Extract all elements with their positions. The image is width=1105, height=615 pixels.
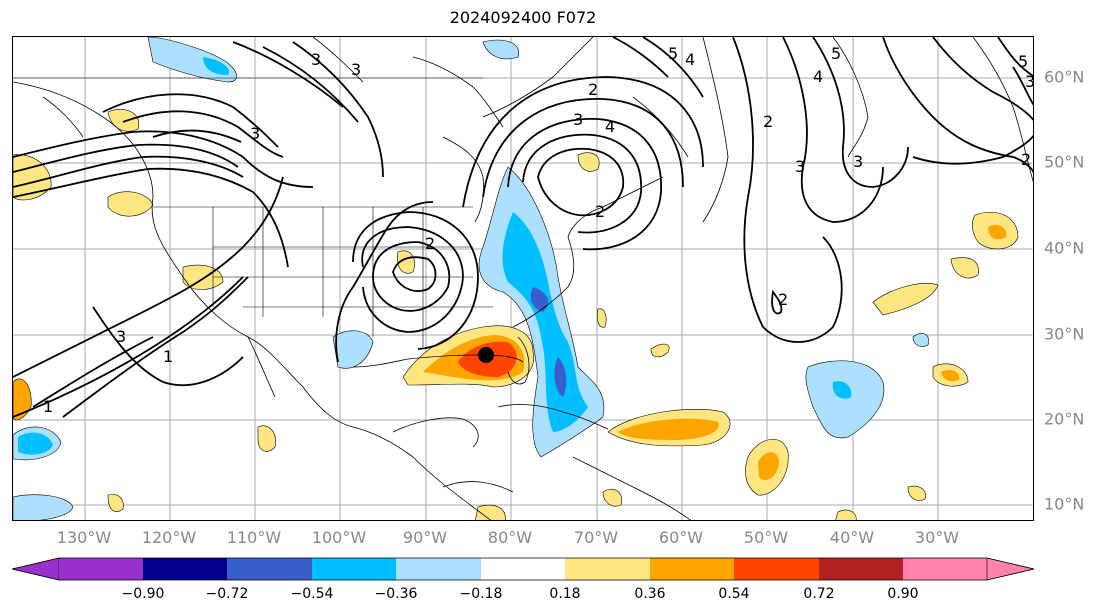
lon-tick-label: 100°W (311, 528, 367, 547)
contour-label: 3 (311, 50, 321, 69)
colorbar-segment (143, 558, 227, 580)
lon-tick-label: 50°W (743, 528, 789, 547)
colorbar-segment (986, 557, 1035, 581)
lon-tick-label: 40°W (829, 528, 875, 547)
colorbar-tick-label: −0.90 (121, 586, 165, 602)
lon-tick-label: 130°W (56, 528, 112, 547)
contour-label: 2 (778, 290, 788, 309)
colorbar-segment (565, 558, 650, 580)
contour-label: 5 (668, 44, 678, 63)
contour-label: 1 (163, 347, 173, 366)
contour-label: 5 (831, 44, 841, 63)
shaded-anomalies (13, 37, 1019, 520)
map-panel: 3 3 3 3 2 4 5 5 4 3 2 2 1 1 3 2 3 2 3 2 … (12, 36, 1034, 521)
lon-tick-label: 70°W (573, 528, 619, 547)
contour-label: 2 (763, 112, 773, 131)
contour-label: 3 (1025, 72, 1034, 91)
storm-center-marker (478, 347, 494, 363)
contour-label-group: 3 3 3 3 2 4 5 5 4 3 2 2 1 1 3 2 3 2 3 2 … (43, 44, 1034, 416)
colorbar-segment (312, 558, 396, 580)
contour-label: 4 (813, 67, 823, 86)
lat-tick-label: 10°N (1044, 494, 1085, 514)
colorbar-tick-label: 0.54 (718, 586, 750, 602)
colorbar-segment (481, 558, 565, 580)
contour-label: 2 (595, 202, 605, 221)
colorbar-segment (903, 558, 987, 580)
colorbar-segment (11, 557, 60, 581)
contour-label: 2 (425, 234, 435, 253)
contour-label: 3 (351, 60, 361, 79)
colorbar-segment (59, 558, 143, 580)
lon-tick-label: 80°W (487, 528, 533, 547)
lon-tick-label: 60°W (658, 528, 704, 547)
colorbar-segment (734, 558, 819, 580)
contour-label: 4 (605, 117, 615, 136)
contour-lines (13, 37, 1033, 418)
map-canvas: 3 3 3 3 2 4 5 5 4 3 2 2 1 1 3 2 3 2 3 2 … (13, 37, 1034, 520)
contour-label: 5 (1018, 52, 1028, 71)
contour-label: 3 (573, 110, 583, 129)
colorbar-tick-label: 0.90 (887, 586, 919, 602)
lon-tick-label: 90°W (402, 528, 448, 547)
map-title: 2024092400 F072 (449, 8, 597, 27)
lat-tick-label: 30°N (1044, 324, 1085, 344)
state-borders (13, 77, 493, 347)
contour-label: 2 (588, 80, 598, 99)
colorbar-tick-label: −0.72 (205, 586, 249, 602)
lat-tick-label: 50°N (1044, 152, 1085, 172)
lon-tick-label: 120°W (141, 528, 197, 547)
contour-label: 3 (116, 327, 126, 346)
coastlines (13, 37, 1033, 520)
colorbar-tick-label: 0.36 (634, 586, 666, 602)
lat-tick-label: 40°N (1044, 238, 1085, 258)
contour-label: 3 (795, 157, 805, 176)
lon-tick-label: 110°W (226, 528, 282, 547)
colorbar-segment (819, 558, 903, 580)
contour-label: 4 (685, 50, 695, 69)
contour-label: 3 (250, 124, 260, 143)
colorbar-segment (227, 558, 312, 580)
colorbar-tick-label: 0.72 (803, 586, 835, 602)
lat-tick-label: 60°N (1044, 67, 1085, 87)
contour-label: 1 (43, 397, 53, 416)
colorbar-tick-label: 0.18 (549, 586, 581, 602)
contour-label: 2 (1021, 150, 1031, 169)
contour-label: 3 (853, 152, 863, 171)
lon-tick-label: 30°W (914, 528, 960, 547)
colorbar-tick-label: −0.18 (459, 586, 503, 602)
lat-tick-label: 20°N (1044, 409, 1085, 429)
colorbar-segment (396, 558, 481, 580)
colorbar-segment (650, 558, 734, 580)
colorbar (11, 557, 1035, 581)
colorbar-tick-label: −0.36 (374, 586, 418, 602)
colorbar-tick-label: −0.54 (290, 586, 334, 602)
